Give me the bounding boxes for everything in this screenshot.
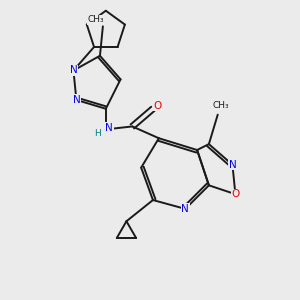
Text: N: N (106, 123, 113, 133)
Text: CH₃: CH₃ (87, 15, 104, 24)
Text: N: N (182, 204, 189, 214)
Text: O: O (231, 189, 239, 199)
Text: CH₃: CH₃ (212, 101, 229, 110)
Text: N: N (229, 160, 236, 170)
Text: N: N (73, 95, 80, 105)
Text: O: O (153, 101, 161, 111)
Text: H: H (94, 129, 101, 138)
Text: N: N (70, 65, 77, 76)
